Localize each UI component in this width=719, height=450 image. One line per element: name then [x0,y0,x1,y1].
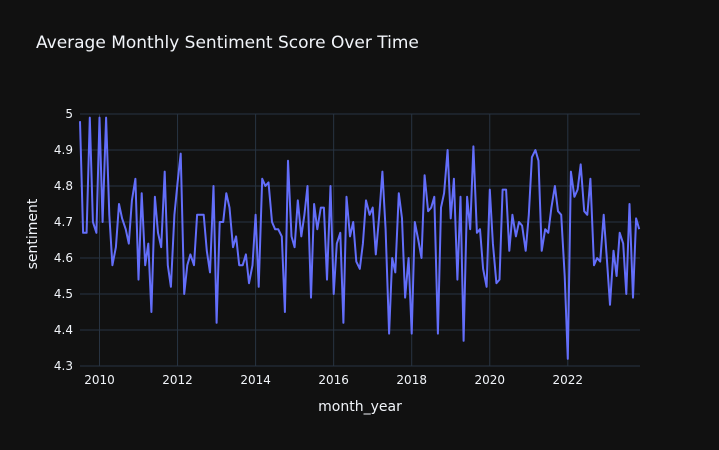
x-tick-label: 2014 [240,373,271,387]
series-line [79,116,641,360]
x-tick-label: 2022 [553,373,584,387]
x-tick-label: 2020 [474,373,505,387]
y-axis-ticks: 4.3 4.4 4.5 4.6 4.7 4.8 4.9 5 [54,107,73,373]
y-tick-label: 4.5 [54,287,73,301]
x-tick-label: 2010 [84,373,115,387]
y-tick-label: 4.7 [54,215,73,229]
y-tick-label: 4.6 [54,251,73,265]
y-tick-label: 4.9 [54,143,73,157]
y-tick-label: 4.3 [54,359,73,373]
y-tick-label: 4.8 [54,179,73,193]
chart-title: Average Monthly Sentiment Score Over Tim… [36,33,419,53]
y-axis-title: sentiment [25,198,41,269]
x-tick-label: 2012 [162,373,193,387]
x-tick-label: 2018 [396,373,427,387]
grid-lines [80,113,640,367]
x-axis-ticks: 2010 2012 2014 2016 2018 2020 2022 [84,373,583,387]
series-layer [79,116,641,360]
x-tick-label: 2016 [318,373,349,387]
y-tick-label: 4.4 [54,323,73,337]
x-axis-title: month_year [318,399,402,415]
y-tick-label: 5 [65,107,73,121]
